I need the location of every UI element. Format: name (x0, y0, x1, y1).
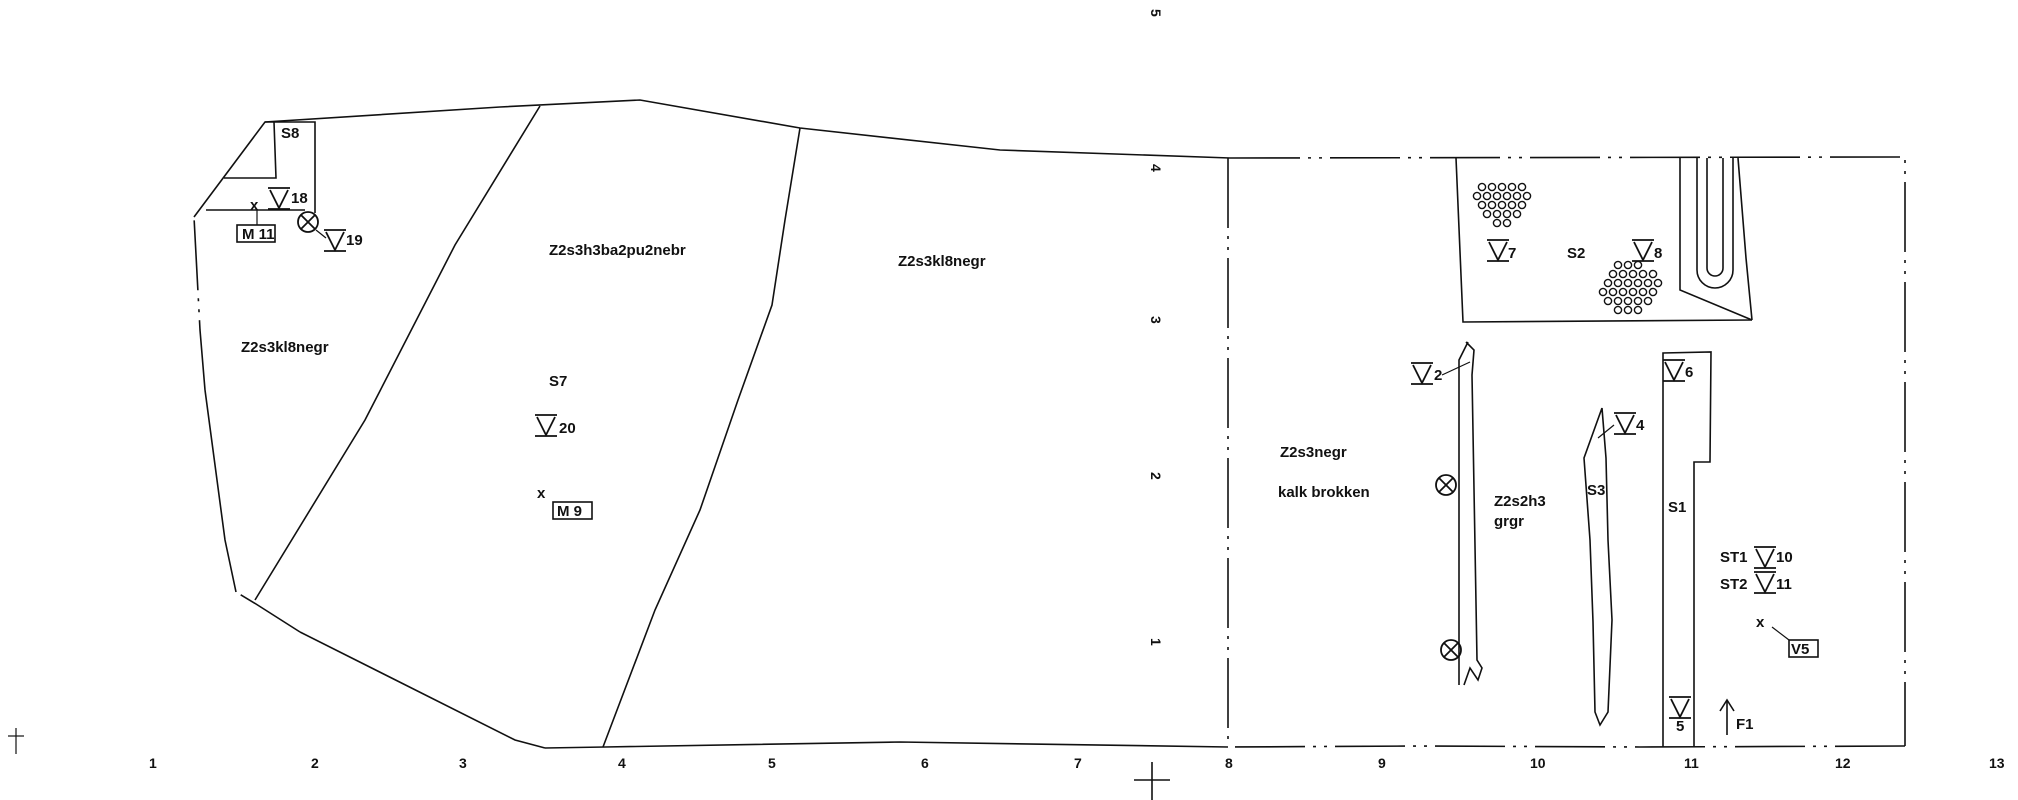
sample-box-m9 (552, 501, 593, 520)
x-tick: 12 (1835, 755, 1851, 771)
layer-boundary-middle (602, 127, 801, 748)
find-label-v8: 8 (1654, 245, 1662, 262)
trench-outline (193, 99, 1906, 749)
find-label-v18: 18 (291, 190, 308, 207)
y-tick: 1 (1148, 638, 1164, 646)
soil-label-middle: Z2s3h3ba2pu2nebr (549, 242, 686, 259)
feature-label-s3: S3 (1587, 482, 1605, 499)
find-label-v19: 19 (346, 232, 363, 249)
x-axis-ticks: 1 2 3 4 5 6 7 8 9 10 11 12 13 (149, 755, 2005, 771)
find-v2-icon (1410, 362, 1434, 385)
find-v19-icon (323, 229, 347, 252)
feature-s3 (1583, 407, 1613, 727)
sample-circle-icon (1435, 474, 1457, 496)
sample-circle-icon (1440, 639, 1462, 661)
sample-label-m11: M 11 (242, 226, 275, 243)
sample-label-v5: V5 (1791, 641, 1809, 658)
y-axis-ticks: 1 2 3 4 5 (1148, 9, 1164, 646)
sample-label-m9: M 9 (557, 503, 582, 520)
x-tick: 3 (459, 755, 467, 771)
find-v6-icon (1662, 359, 1686, 382)
find-label-v6: 6 (1685, 364, 1693, 381)
find-v7-icon (1486, 239, 1510, 262)
sample-box-m11 (236, 224, 276, 243)
feature-label-s2: S2 (1567, 245, 1585, 262)
y-tick: 3 (1148, 316, 1164, 324)
stone-cluster-2 (1598, 260, 1663, 315)
soil-label-west: Z2s3kl8negr (241, 339, 329, 356)
y-tick: 5 (1148, 9, 1164, 17)
feature-s1 (1662, 351, 1712, 747)
soil-label-center: Z2s3kl8negr (898, 253, 986, 270)
point-marker: x (1756, 614, 1765, 631)
soil-label-strip-2: grgr (1494, 513, 1524, 530)
find-label-v10: 10 (1776, 549, 1793, 566)
point-marker: x (250, 197, 259, 214)
x-tick: 5 (768, 755, 776, 771)
y-tick: 2 (1148, 472, 1164, 480)
soil-label-strip-1: Z2s2h3 (1494, 493, 1546, 510)
find-v8-icon (1631, 239, 1655, 262)
point-marker: x (537, 485, 546, 502)
feature-s2 (1455, 157, 1753, 323)
find-label-v4: 4 (1636, 417, 1645, 434)
x-tick: 11 (1684, 755, 1699, 771)
soil-label-east-1: Z2s3negr (1280, 444, 1347, 461)
find-v11-icon (1753, 571, 1777, 594)
x-tick: 8 (1225, 755, 1233, 771)
x-tick: 4 (618, 755, 626, 771)
grid-cross-left (8, 728, 24, 754)
sample-circle-icon (297, 211, 319, 233)
x-tick: 10 (1530, 755, 1546, 771)
feature-wall-strip (1458, 341, 1483, 686)
feature-label-st2: ST2 (1720, 576, 1748, 593)
find-v4-icon (1613, 412, 1637, 435)
find-v18-icon (267, 187, 291, 210)
find-label-v11: 11 (1776, 576, 1792, 593)
arrow-up-icon (1719, 698, 1735, 735)
soil-label-east-2: kalk brokken (1278, 484, 1370, 501)
find-label-v7: 7 (1508, 245, 1516, 262)
x-tick: 2 (311, 755, 319, 771)
x-tick: 9 (1378, 755, 1386, 771)
find-label-v20: 20 (559, 420, 576, 437)
layer-boundary-west (254, 105, 541, 601)
feature-label-f1: F1 (1736, 716, 1754, 733)
feature-label-s8: S8 (281, 125, 299, 142)
grid-cross-bottom (1134, 762, 1170, 800)
find-v5-icon (1668, 696, 1692, 719)
x-tick: 7 (1074, 755, 1082, 771)
feature-label-s1: S1 (1668, 499, 1686, 516)
feature-label-s7: S7 (549, 373, 567, 390)
sample-box-v5 (1788, 639, 1819, 658)
stone-cluster-1 (1472, 182, 1532, 228)
find-v10-icon (1753, 546, 1777, 569)
x-tick: 13 (1989, 755, 2005, 771)
find-label-v5: 5 (1676, 718, 1684, 735)
find-v20-icon (534, 414, 558, 437)
find-label-v2: 2 (1434, 367, 1442, 384)
y-tick: 4 (1148, 164, 1164, 172)
feature-label-st1: ST1 (1720, 549, 1748, 566)
x-tick: 1 (149, 755, 157, 771)
feature-s8 (206, 121, 316, 213)
x-tick: 6 (921, 755, 929, 771)
